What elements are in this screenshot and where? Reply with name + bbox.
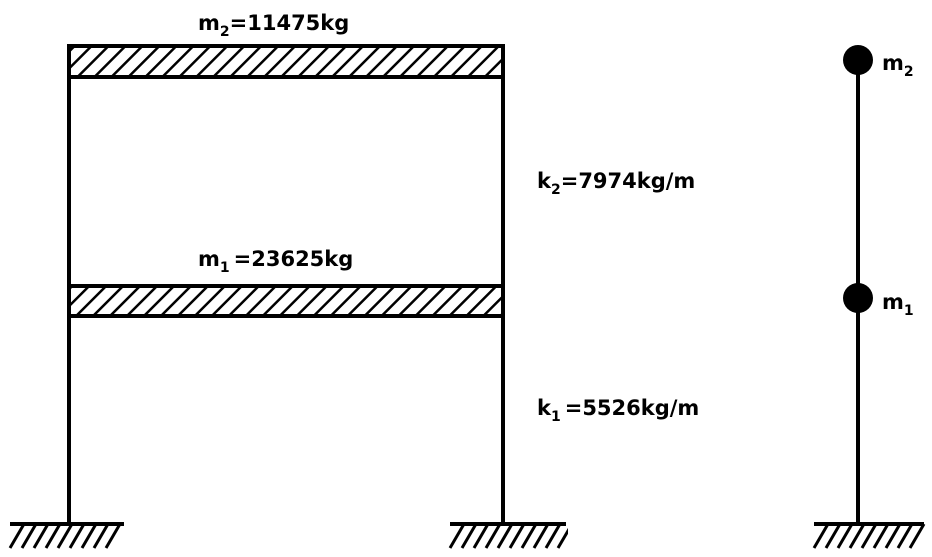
- lower-stiffness-label: k1 =5526kg/m: [537, 396, 699, 425]
- lumped-top-node-label: m2: [882, 51, 914, 80]
- lumped-lower-node-label: m1: [882, 290, 914, 319]
- lumped-mass-top-node: [843, 45, 873, 75]
- lower-floor-slab: [67, 284, 505, 318]
- ground-support-right: [812, 522, 926, 549]
- ground-support-left: [8, 522, 124, 549]
- lumped-mass-lower-node: [843, 283, 873, 313]
- top-floor-slab: [67, 44, 505, 79]
- lower-mass-label: m1 =23625kg: [198, 247, 353, 276]
- ground-support-middle: [448, 522, 568, 549]
- upper-stiffness-label: k2=7974kg/m: [537, 169, 695, 198]
- top-mass-label: m2=11475kg: [198, 11, 349, 40]
